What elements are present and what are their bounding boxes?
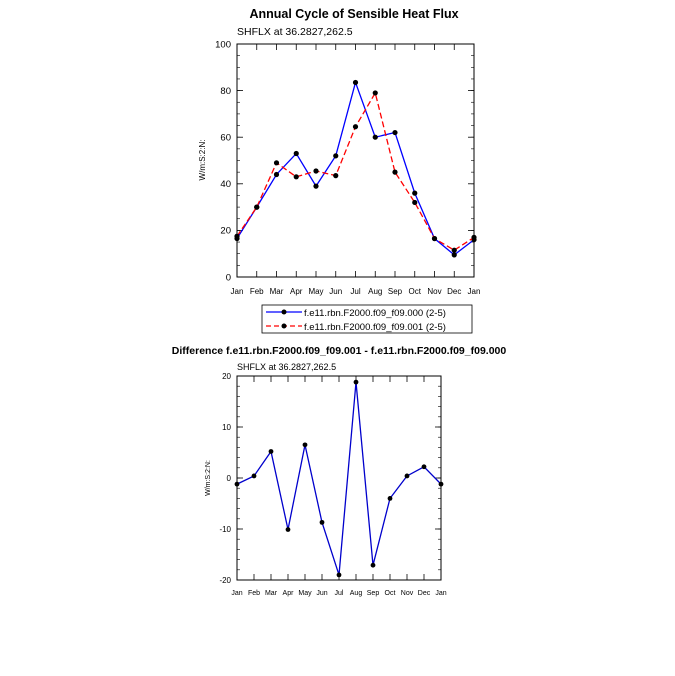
chart1-series (234, 79, 477, 258)
chart1-x-tick-label: Sep (388, 287, 403, 296)
legend-marker-series-2 (281, 323, 287, 329)
chart1-y-tick-label: 100 (215, 39, 231, 50)
chart2-series-1-point (285, 527, 291, 532)
chart1-series-2-point (451, 247, 457, 253)
chart1-y-tick-label: 60 (220, 133, 231, 144)
chart2-x-tick-label: Feb (248, 590, 260, 597)
chart1-subtitle: SHFLX at 36.2827,262.5 (237, 26, 353, 38)
chart1-series-2-point (254, 204, 260, 210)
chart2-title: Difference f.e11.rbn.F2000.f09_f09.001 -… (172, 345, 507, 357)
chart1-series-1-point (273, 171, 280, 178)
chart2-y-tick-label: -20 (219, 576, 231, 585)
chart1-y-tick-label: 40 (220, 179, 231, 190)
chart1-series-2-point (392, 169, 398, 175)
chart1-series-2-point (431, 235, 438, 242)
chart2-x-tick-label: Apr (283, 590, 295, 597)
chart1-x-tick-label: May (308, 287, 323, 296)
chart1-series-2-point (313, 168, 319, 174)
chart2-series-1-point (336, 572, 342, 578)
chart2-x-tick-label: Nov (401, 590, 414, 597)
chart-annual-cycle: Annual Cycle of Sensible Heat Flux SHFLX… (198, 7, 481, 334)
legend-marker-series-1 (281, 309, 287, 315)
legend-label-series-1: f.e11.rbn.F2000.f09_f09.000 (2-5) (304, 308, 446, 319)
chart2-x-tick-label: Jan (231, 590, 242, 597)
chart1-x-tick-label: Jun (329, 287, 342, 296)
chart1-series-2-point (234, 233, 240, 239)
chart1-x-tick-label: Nov (427, 287, 441, 296)
chart1-series-2-point (293, 174, 299, 180)
chart1-series-1-point (352, 79, 359, 86)
chart1-x-tick-label: Jul (350, 287, 360, 296)
chart1-series-2-point (471, 234, 477, 240)
chart2-y-tick-label: 0 (227, 474, 232, 483)
chart2-x-tick-label: Dec (418, 590, 431, 597)
chart1-series-1-point (313, 183, 319, 189)
chart2-y-axis-label: W/m:S:2:N: (205, 460, 212, 496)
chart1-x-tick-label: Dec (447, 287, 461, 296)
chart2-series-1-point (268, 449, 274, 454)
legend-box (261, 304, 473, 334)
chart2-x-tick-label: Oct (385, 590, 396, 597)
chart2-y-tick-label: -10 (219, 525, 231, 534)
chart1-legend: f.e11.rbn.F2000.f09_f09.000 (2-5) f.e11.… (261, 304, 473, 334)
chart2-y-tick-label: 20 (222, 372, 231, 381)
chart1-series-1-point (412, 190, 418, 196)
chart2-x-tick-label: Sep (367, 590, 380, 597)
chart1-x-tick-label: Oct (409, 287, 422, 296)
chart2-x-ticks: Jan Feb Mar Apr May Jun Jul Aug Sep Oct Nov Dec Jan (231, 376, 447, 597)
chart1-x-ticks: Jan Feb Mar Apr May Jun Jul Aug Sep Oct Nov Dec Jan (231, 44, 481, 296)
chart1-y-tick-label: 80 (220, 86, 231, 97)
chart2-x-tick-label: Aug (350, 590, 363, 597)
chart1-series-1-point (333, 153, 339, 159)
chart1-series-2-point (372, 90, 378, 96)
chart1-x-tick-label: Apr (290, 287, 303, 296)
chart1-title: Annual Cycle of Sensible Heat Flux (249, 7, 458, 21)
chart2-series-1-point (370, 562, 376, 568)
chart2-x-tick-label: Mar (265, 590, 278, 597)
chart-difference: Difference f.e11.rbn.F2000.f09_f09.001 -… (172, 345, 507, 597)
chart1-series-1-point (293, 150, 299, 157)
chart1-y-tick-label: 20 (220, 226, 231, 237)
chart2-series-1-point (319, 519, 325, 525)
legend-label-series-2: f.e11.rbn.F2000.f09_f09.001 (2-5) (304, 322, 446, 333)
chart1-x-tick-label: Aug (368, 287, 382, 296)
chart2-series-1-point (234, 481, 240, 487)
chart2-series-1-point (302, 442, 308, 448)
chart2-series-1-point (438, 481, 444, 487)
chart2-series-1-point (353, 379, 359, 385)
chart2-series-1-point (421, 464, 427, 470)
chart1-x-tick-label: Jan (468, 287, 481, 296)
chart1-series-2-point (333, 173, 339, 179)
chart2-x-tick-label: Jul (335, 590, 344, 597)
chart2-subtitle: SHFLX at 36.2827,262.5 (237, 362, 336, 372)
chart2-x-tick-label: May (298, 590, 312, 597)
chart1-series-1-point (451, 252, 457, 258)
chart1-series-2-point (273, 160, 280, 166)
chart1-y-axis-label: W/m:S:2:N: (198, 140, 207, 181)
chart1-series-1-point (372, 134, 378, 140)
chart1-series-2-point (412, 199, 418, 206)
chart1-series-1-point (392, 129, 398, 136)
chart1-x-tick-label: Jan (231, 287, 244, 296)
chart2-y-tick-label: 10 (222, 423, 231, 432)
chart2-series (234, 379, 444, 578)
chart1-x-tick-label: Feb (250, 287, 264, 296)
chart2-series-1-point (404, 473, 410, 479)
chart2-x-tick-label: Jun (316, 590, 327, 597)
chart1-x-tick-label: Mar (270, 287, 284, 296)
chart2-y-ticks: -20 -10 0 10 20 (219, 372, 441, 585)
chart2-x-tick-label: Jan (435, 590, 446, 597)
chart2-series-1-point (251, 473, 257, 479)
chart1-series-2-point (352, 124, 359, 130)
chart1-y-tick-label: 0 (226, 272, 231, 283)
chart2-series-1-point (387, 496, 393, 501)
